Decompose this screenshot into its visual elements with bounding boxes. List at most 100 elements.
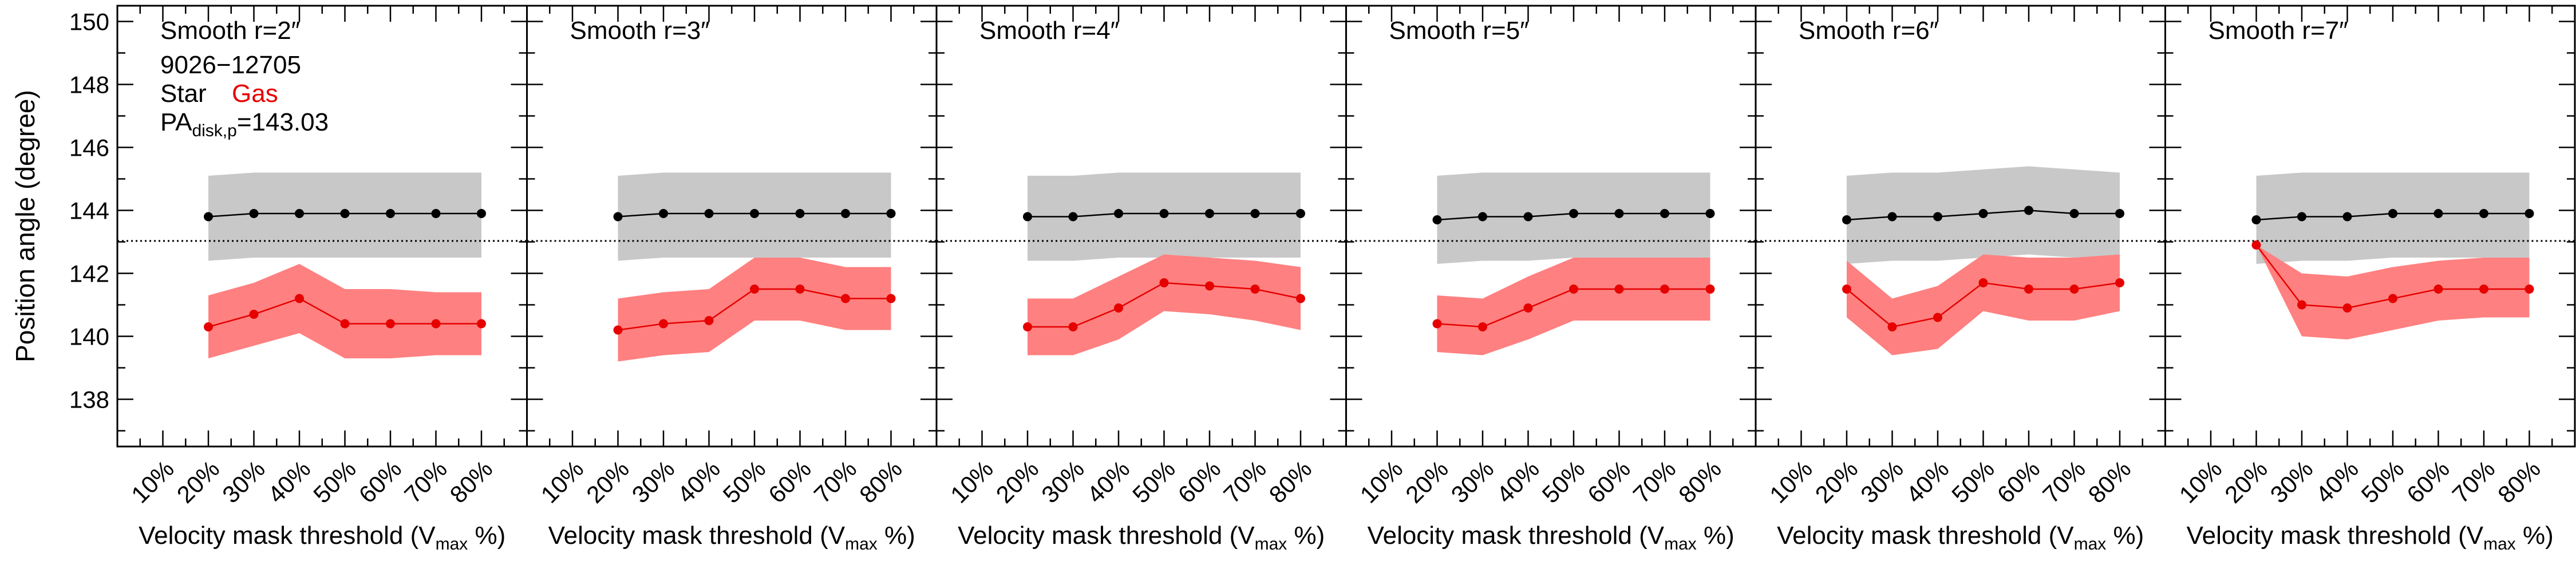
x-tick-label: 80% <box>2083 455 2136 508</box>
gas-uncertainty-band <box>1847 254 2120 355</box>
gas-point <box>1933 313 1942 322</box>
y-tick-label: 150 <box>69 9 109 35</box>
x-tick-label: 50% <box>1946 455 2000 508</box>
x-tick-label: 80% <box>2492 455 2546 508</box>
y-tick-label: 142 <box>69 260 109 287</box>
x-tick-label: 80% <box>854 455 907 508</box>
star-point <box>1978 209 1988 218</box>
gas-point <box>2069 285 2079 294</box>
star-uncertainty-band <box>2256 172 2530 264</box>
star-point <box>1660 209 1669 218</box>
star-point <box>1023 212 1032 222</box>
gas-point <box>386 319 395 329</box>
star-point <box>1159 209 1169 218</box>
gas-point <box>704 316 714 325</box>
star-point <box>204 212 213 222</box>
y-tick-label: 138 <box>69 386 109 413</box>
star-point <box>886 209 896 218</box>
gas-point <box>1159 278 1169 287</box>
x-tick-label: 60% <box>1992 455 2045 508</box>
x-tick-label: 40% <box>1082 455 1135 508</box>
star-point <box>2251 215 2261 224</box>
x-tick-label: 60% <box>354 455 407 508</box>
x-tick-label: 50% <box>1537 455 1590 508</box>
star-point <box>2297 212 2306 222</box>
x-tick-label: 40% <box>672 455 725 508</box>
gas-point <box>249 310 259 319</box>
x-tick-label: 80% <box>1673 455 1726 508</box>
x-tick-label: 50% <box>308 455 361 508</box>
star-point <box>2115 209 2124 218</box>
gas-point <box>841 294 850 303</box>
x-axis-title: Velocity mask threshold (Vmax %) <box>548 522 915 554</box>
x-tick-label: 30% <box>627 455 680 508</box>
star-point <box>1705 209 1715 218</box>
gas-point <box>1523 303 1533 313</box>
gas-point <box>1432 319 1442 329</box>
gas-point <box>2297 300 2306 310</box>
gas-point <box>1887 322 1897 331</box>
panel-title: Smooth r=4″ <box>979 17 1119 45</box>
gas-uncertainty-band <box>2256 245 2530 339</box>
star-point <box>1478 212 1487 222</box>
star-point <box>1569 209 1578 218</box>
x-tick-label: 10% <box>536 455 589 508</box>
gas-point <box>750 285 759 294</box>
star-point <box>2069 209 2079 218</box>
panel-4: 10%20%30%40%50%60%70%80% Velocity mask th… <box>1345 5 1757 554</box>
x-axis-title: Velocity mask threshold (Vmax %) <box>958 522 1325 554</box>
x-tick-label: 30% <box>2265 455 2318 508</box>
gas-point <box>295 294 304 303</box>
gas-point <box>1978 278 1988 287</box>
x-axis-title: Velocity mask threshold (Vmax %) <box>1777 522 2144 554</box>
x-tick-label: 50% <box>2356 455 2409 508</box>
gas-point <box>2433 285 2443 294</box>
x-tick-label: 30% <box>1036 455 1089 508</box>
star-uncertainty-band <box>1437 172 1710 264</box>
star-point <box>2024 206 2033 215</box>
gas-point <box>1705 285 1715 294</box>
x-tick-label: 50% <box>1127 455 1180 508</box>
gas-point <box>2524 285 2534 294</box>
gas-point <box>613 325 623 335</box>
gas-uncertainty-band <box>208 264 481 358</box>
x-tick-label: 60% <box>1582 455 1635 508</box>
star-point <box>1432 215 1442 224</box>
star-point <box>1842 215 1851 224</box>
y-axis-title: Position angle (degree) <box>10 90 40 362</box>
x-tick-label: 20% <box>1400 455 1453 508</box>
x-tick-label: 10% <box>2174 455 2227 508</box>
x-tick-label: 10% <box>126 455 179 508</box>
y-tick-label: 146 <box>69 135 109 161</box>
gas-point <box>2342 303 2352 313</box>
star-point <box>249 209 259 218</box>
star-point <box>2479 209 2488 218</box>
gas-point <box>1114 303 1123 313</box>
x-tick-label: 40% <box>1491 455 1544 508</box>
y-tick-label: 144 <box>69 197 109 224</box>
gas-point <box>2115 278 2124 287</box>
star-point <box>1114 209 1123 218</box>
x-tick-label: 60% <box>1173 455 1226 508</box>
x-tick-label: 10% <box>1355 455 1408 508</box>
x-tick-label: 70% <box>399 455 452 508</box>
star-point <box>2388 209 2397 218</box>
x-tick-label: 40% <box>1901 455 1954 508</box>
gas-point <box>1250 285 1260 294</box>
legend-star: Star <box>160 80 207 108</box>
gas-point <box>2479 285 2488 294</box>
star-point <box>2524 209 2534 218</box>
x-axis-title: Velocity mask threshold (Vmax %) <box>2187 522 2554 554</box>
x-tick-label: 30% <box>1446 455 1499 508</box>
x-tick-label: 10% <box>1764 455 1818 508</box>
x-tick-label: 50% <box>718 455 771 508</box>
star-point <box>1933 212 1942 222</box>
gas-point <box>477 319 486 329</box>
panel-1: 138 140 142 144 146 148 150 10%20%30%40%50%60%7… <box>69 5 528 554</box>
galaxy-id: 9026−12705 <box>160 51 301 79</box>
pa-disk-value: PAdisk,p=143.03 <box>160 108 329 140</box>
gas-point <box>1296 294 1305 303</box>
star-point <box>477 209 486 218</box>
gas-uncertainty-band <box>1028 254 1301 355</box>
